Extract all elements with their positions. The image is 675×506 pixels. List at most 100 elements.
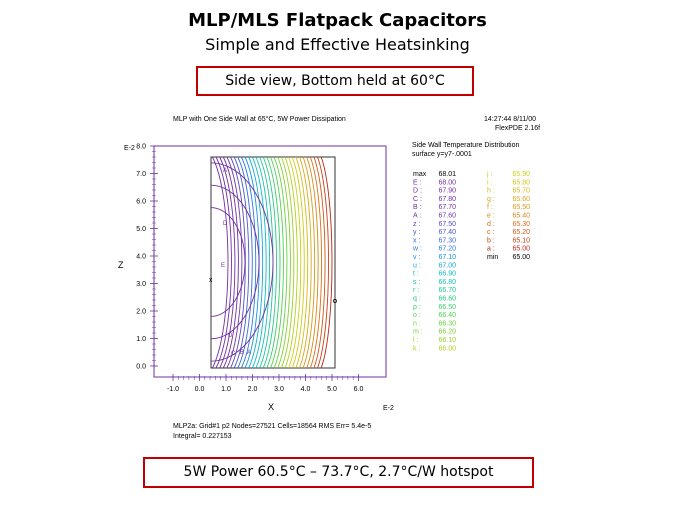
legend-key: A :: [413, 213, 421, 220]
callout-power-hotspot: 5W Power 60.5°C – 73.7°C, 2.7°C/W hotspo…: [143, 457, 534, 488]
isotherm: [241, 156, 257, 369]
legend-key: y :: [413, 229, 420, 236]
y-axis: 8.0 7.0 6.0 5.0 4.0 3.0 2.0 1.0 0.0: [136, 144, 158, 371]
isotherm: [237, 156, 253, 369]
legend-value: 65.00: [512, 246, 530, 253]
contour-label: D: [223, 221, 228, 227]
legend-column-right: j : 65.90 i : 65.80 h : 65.70 g : 65.60 f : 65.50…: [486, 171, 530, 261]
contour-label: C: [231, 351, 236, 357]
isotherm: [262, 156, 277, 369]
legend-key: d :: [487, 221, 495, 228]
isotherm: [248, 156, 264, 369]
isotherm: [320, 156, 333, 369]
legend-value: 65.10: [512, 237, 530, 244]
isotherm: [251, 156, 267, 369]
x-axis-label: X: [268, 402, 274, 412]
legend-key: C :: [413, 196, 422, 203]
isotherm: [219, 156, 236, 369]
legend-key: g :: [487, 196, 495, 203]
y-tick-label: 8.0: [136, 144, 146, 151]
plot-footer-integral: Integral= 0.227153: [173, 433, 232, 440]
contour-label: E: [221, 263, 225, 269]
isotherm: [306, 156, 319, 369]
legend-value: 67.20: [438, 246, 456, 253]
legend-value: 66.80: [438, 279, 456, 286]
legend-value: 66.40: [438, 312, 456, 319]
legend-key: k :: [413, 345, 420, 352]
isotherm: [313, 156, 326, 369]
legend-value: 67.60: [438, 213, 456, 220]
legend-value: 66.00: [438, 345, 456, 352]
x-tick-label: 3.0: [274, 386, 284, 393]
x-axis: -1.0 0.0 1.0 2.0 3.0 4.0 5.0 6.0: [167, 374, 363, 393]
y-tick-label: 6.0: [136, 199, 146, 206]
legend-value: 65.70: [512, 188, 530, 195]
legend-key: c :: [487, 229, 494, 236]
x-tick-label: -1.0: [167, 386, 179, 393]
x-tick-label: 5.0: [327, 386, 337, 393]
legend-value: 67.30: [438, 237, 456, 244]
y-tick-label: 7.0: [136, 171, 146, 178]
legend-key: D :: [413, 188, 422, 195]
legend-key: E :: [413, 179, 422, 186]
callout-bottom-held-temperature: Side view, Bottom held at 60°C: [196, 66, 474, 96]
contour-label: D: [228, 333, 233, 339]
isotherm: [288, 156, 302, 369]
sidewall-point: [333, 299, 337, 303]
slide-title: MLP/MLS Flatpack Capacitors: [188, 10, 487, 31]
legend-value: 66.10: [438, 337, 456, 344]
legend-key: w :: [412, 246, 422, 253]
legend-key: B :: [413, 204, 422, 211]
legend-title: Side Wall Temperature Distribution: [412, 142, 519, 149]
y-tick-label: 5.0: [136, 226, 146, 233]
legend-key: e :: [487, 213, 495, 220]
legend-value: 65.80: [512, 179, 530, 186]
legend-value: 67.00: [438, 262, 456, 269]
isotherm: [273, 156, 288, 369]
legend-key: f :: [487, 204, 493, 211]
isotherm: [222, 156, 239, 369]
contour-label: A: [247, 350, 251, 356]
isotherm: [277, 156, 291, 369]
legend-column-left: max 68.01 E : 68.00 D : 67.90 C : 67.80 B : 67.70…: [412, 171, 456, 352]
isotherm: [284, 156, 298, 369]
legend-value: 68.00: [438, 179, 456, 186]
legend-key: z :: [413, 221, 420, 228]
legend-key: b :: [487, 237, 495, 244]
x-tick-label: 0.0: [195, 386, 205, 393]
contour-label: A: [223, 168, 227, 174]
x-tick-label: 1.0: [221, 386, 231, 393]
legend-value: 67.80: [438, 196, 456, 203]
legend-value: 67.70: [438, 204, 456, 211]
x-tick-label: 4.0: [301, 386, 311, 393]
legend-key: s :: [413, 279, 420, 286]
x-axis-exponent: E-2: [383, 405, 394, 412]
legend-value: 67.40: [438, 229, 456, 236]
legend-value: 65.40: [512, 213, 530, 220]
legend-value: 65.00: [512, 254, 530, 261]
plot-header-software: FlexPDE 2.16f: [495, 125, 540, 132]
plot-header-time: 14:27:44 8/11/00: [484, 116, 536, 123]
legend-key: u :: [413, 262, 421, 269]
legend-value: 67.10: [438, 254, 456, 261]
isotherm-core: [210, 184, 260, 340]
legend-value: 67.50: [438, 221, 456, 228]
isotherm: [299, 156, 312, 369]
legend-value: 68.01: [438, 171, 456, 178]
isotherm-contours: [210, 156, 333, 369]
legend-value: 65.60: [512, 196, 530, 203]
legend-key: x :: [413, 237, 420, 244]
isotherm: [309, 156, 322, 369]
isotherm: [212, 156, 229, 369]
x-tick-label: 2.0: [248, 386, 258, 393]
legend-value: 67.90: [438, 188, 456, 195]
isotherm: [226, 156, 243, 369]
legend-value: 66.20: [438, 329, 456, 336]
isotherm: [280, 156, 295, 369]
y-tick-label: 1.0: [136, 336, 146, 343]
legend-key: n :: [413, 320, 421, 327]
isotherm: [255, 156, 270, 369]
y-axis-exponent: E-2: [124, 145, 135, 152]
isotherm-core: [210, 207, 246, 317]
